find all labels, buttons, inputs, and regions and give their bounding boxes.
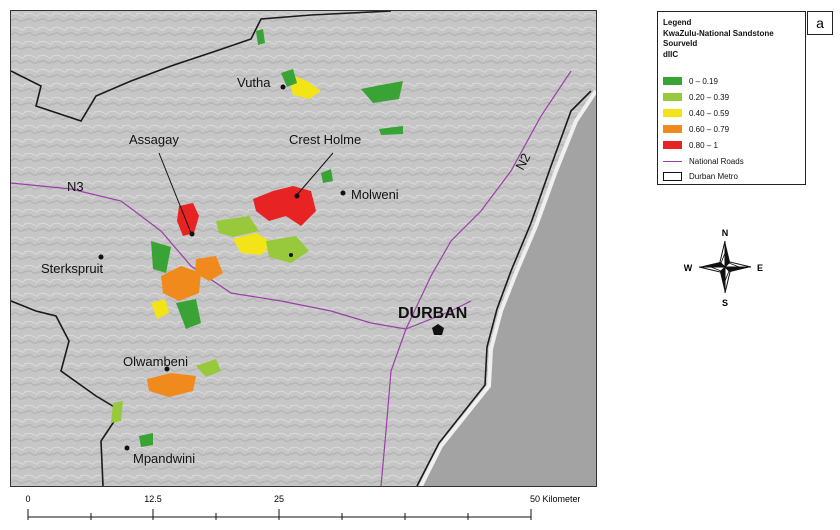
legend-title-line: KwaZulu-National Sandstone — [663, 28, 774, 38]
scale-tick-25: 25 — [274, 494, 284, 504]
legend-item-class-3: 0.40 – 0.59 — [663, 108, 729, 118]
crest-holme-leader-line — [295, 152, 334, 197]
label-assagay: Assagay — [129, 132, 179, 147]
patch-green-north — [361, 81, 403, 103]
patch-green-south — [176, 299, 201, 329]
compass-rose-icon: N S E W — [684, 228, 763, 308]
patch-green-central — [151, 241, 171, 273]
patch-green-vutha — [281, 69, 297, 87]
compass-n: N — [722, 228, 729, 238]
legend-item-label: National Roads — [689, 156, 744, 166]
label-vutha: Vutha — [237, 75, 271, 90]
scale-tick-0: 0 — [25, 494, 30, 504]
legend-item-label: 0.60 – 0.79 — [689, 124, 730, 134]
map-frame: Vutha Assagay Crest Holme Molweni Sterks… — [10, 10, 597, 487]
label-sterkspruit: Sterkspruit — [41, 261, 104, 276]
legend-metro-box — [663, 171, 682, 181]
legend-item-class-5: 0.80 – 1 — [663, 140, 718, 150]
compass-e: E — [757, 263, 763, 273]
central-dot — [289, 253, 293, 257]
patch-orange-mid — [195, 256, 223, 281]
habitat-patches — [111, 29, 403, 447]
panel-label: a — [807, 11, 833, 35]
patch-lightgreen-2 — [266, 236, 309, 263]
scale-bar: 0 12.5 25 50 Kilometers — [25, 494, 580, 520]
patch-green-ne — [379, 126, 403, 135]
compass-w: W — [684, 263, 693, 273]
patch-lightgreen-1 — [216, 216, 259, 237]
legend-item-roads: National Roads — [663, 156, 744, 166]
legend-swatch — [663, 125, 682, 133]
mpandwini-dot — [124, 445, 130, 451]
legend: Legend KwaZulu-National Sandstone Sourve… — [657, 11, 806, 185]
scale-tick-50: 50 Kilometers — [530, 494, 580, 504]
legend-road-line — [663, 160, 682, 162]
assagay-leader-line — [158, 152, 192, 234]
legend-swatch — [663, 77, 682, 85]
patch-lightgreen-4 — [111, 401, 123, 423]
legend-item-label: 0.40 – 0.59 — [689, 108, 730, 118]
patch-green-top — [256, 29, 265, 45]
label-durban: DURBAN — [398, 305, 467, 322]
ocean — [421, 91, 596, 486]
legend-item-metro: Durban Metro — [663, 171, 738, 181]
durban-metro-boundary — [11, 11, 592, 486]
map-canvas: Vutha Assagay Crest Holme Molweni Sterks… — [11, 11, 596, 486]
patch-green-molweni — [321, 169, 333, 183]
legend-swatch — [663, 109, 682, 117]
label-molweni: Molweni — [351, 187, 399, 202]
patch-olwambeni — [147, 373, 196, 397]
label-mpandwini: Mpandwini — [133, 451, 195, 466]
legend-swatch — [663, 93, 682, 101]
durban-city-marker — [432, 324, 444, 335]
legend-item-class-4: 0.60 – 0.79 — [663, 124, 729, 134]
legend-item-class-2: 0.20 – 0.39 — [663, 92, 729, 102]
legend-title-line: Sourveld — [663, 39, 698, 48]
molweni-dot — [340, 190, 346, 196]
label-road-n3: N3 — [67, 179, 84, 194]
label-olwambeni: Olwambeni — [123, 354, 188, 369]
legend-title: Legend KwaZulu-National Sandstone Sourve… — [663, 18, 774, 60]
patch-west-yellow — [151, 299, 169, 319]
legend-item-label: 0.20 – 0.39 — [689, 92, 730, 102]
patch-crest-holme — [253, 186, 316, 226]
assagay-dot — [189, 231, 195, 237]
coastline — [419, 89, 596, 486]
legend-item-class-1: 0 – 0.19 — [663, 76, 718, 86]
crest-holme-dot — [294, 193, 300, 199]
scale-tick-12-5: 12.5 — [144, 494, 162, 504]
label-road-n2: N2 — [512, 151, 533, 173]
road-n3 — [11, 182, 472, 330]
legend-title-line: dIIC — [663, 49, 679, 59]
legend-item-label: Durban Metro — [689, 171, 738, 181]
compass-s: S — [722, 298, 728, 308]
sterkspruit-dot — [98, 254, 104, 260]
patch-orange-west — [161, 266, 201, 301]
patch-central-yellow — [233, 233, 273, 255]
road-n2 — [380, 70, 572, 486]
place-dots — [98, 84, 444, 451]
patch-green-mpandwini — [139, 433, 153, 447]
legend-item-label: 0 – 0.19 — [689, 76, 718, 86]
legend-swatch — [663, 141, 682, 149]
legend-title-line: Legend — [663, 18, 692, 27]
label-crest-holme: Crest Holme — [289, 132, 361, 147]
vutha-dot — [280, 84, 286, 90]
legend-item-label: 0.80 – 1 — [689, 140, 718, 150]
olwambeni-dot — [164, 366, 170, 372]
patch-lightgreen-3 — [196, 359, 221, 377]
